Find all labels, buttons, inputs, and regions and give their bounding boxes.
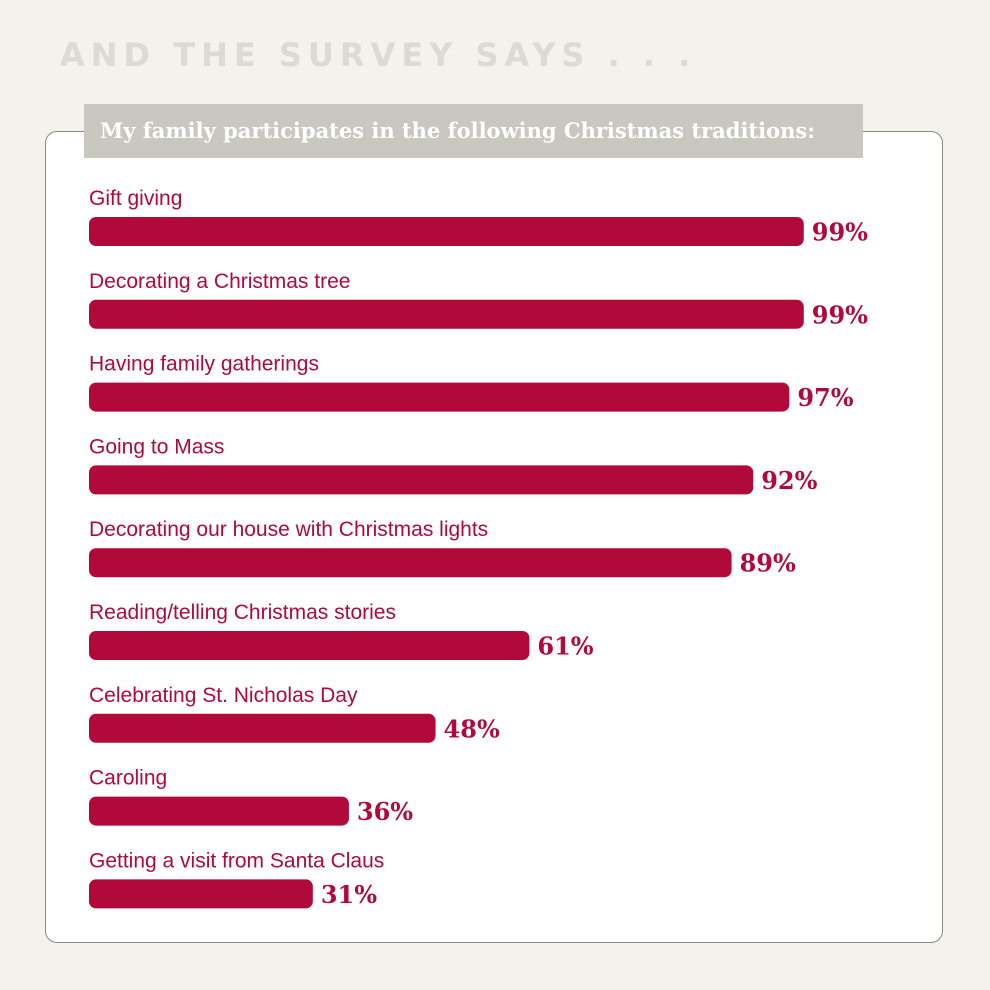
bar	[89, 796, 349, 826]
category-label: Celebrating St. Nicholas Day	[89, 684, 358, 707]
value-label: 97%	[797, 383, 853, 412]
category-label: Gift giving	[89, 187, 182, 210]
value-label: 48%	[444, 714, 500, 743]
category-label: Going to Mass	[89, 435, 224, 458]
value-label: 61%	[537, 632, 593, 661]
category-label: Decorating our house with Christmas ligh…	[89, 518, 488, 541]
bar	[89, 879, 313, 909]
value-label: 99%	[812, 218, 868, 247]
chart-title: My family participates in the following …	[84, 104, 863, 158]
bar	[89, 713, 436, 743]
category-label: Getting a visit from Santa Claus	[89, 849, 384, 872]
value-label: 89%	[740, 549, 796, 578]
category-label: Caroling	[89, 767, 167, 790]
bar	[89, 382, 790, 412]
value-label: 99%	[812, 300, 868, 329]
category-label: Having family gatherings	[89, 353, 319, 376]
value-label: 36%	[357, 797, 413, 826]
bar	[89, 548, 732, 578]
category-label: Reading/telling Christmas stories	[89, 601, 396, 624]
value-label: 31%	[321, 880, 377, 909]
bar	[89, 631, 530, 660]
headline: AND THE SURVEY SAYS . . .	[60, 36, 697, 74]
value-label: 92%	[761, 466, 817, 495]
category-label: Decorating a Christmas tree	[89, 270, 350, 293]
bar	[89, 465, 754, 495]
bar	[89, 299, 804, 329]
bar	[89, 217, 804, 246]
